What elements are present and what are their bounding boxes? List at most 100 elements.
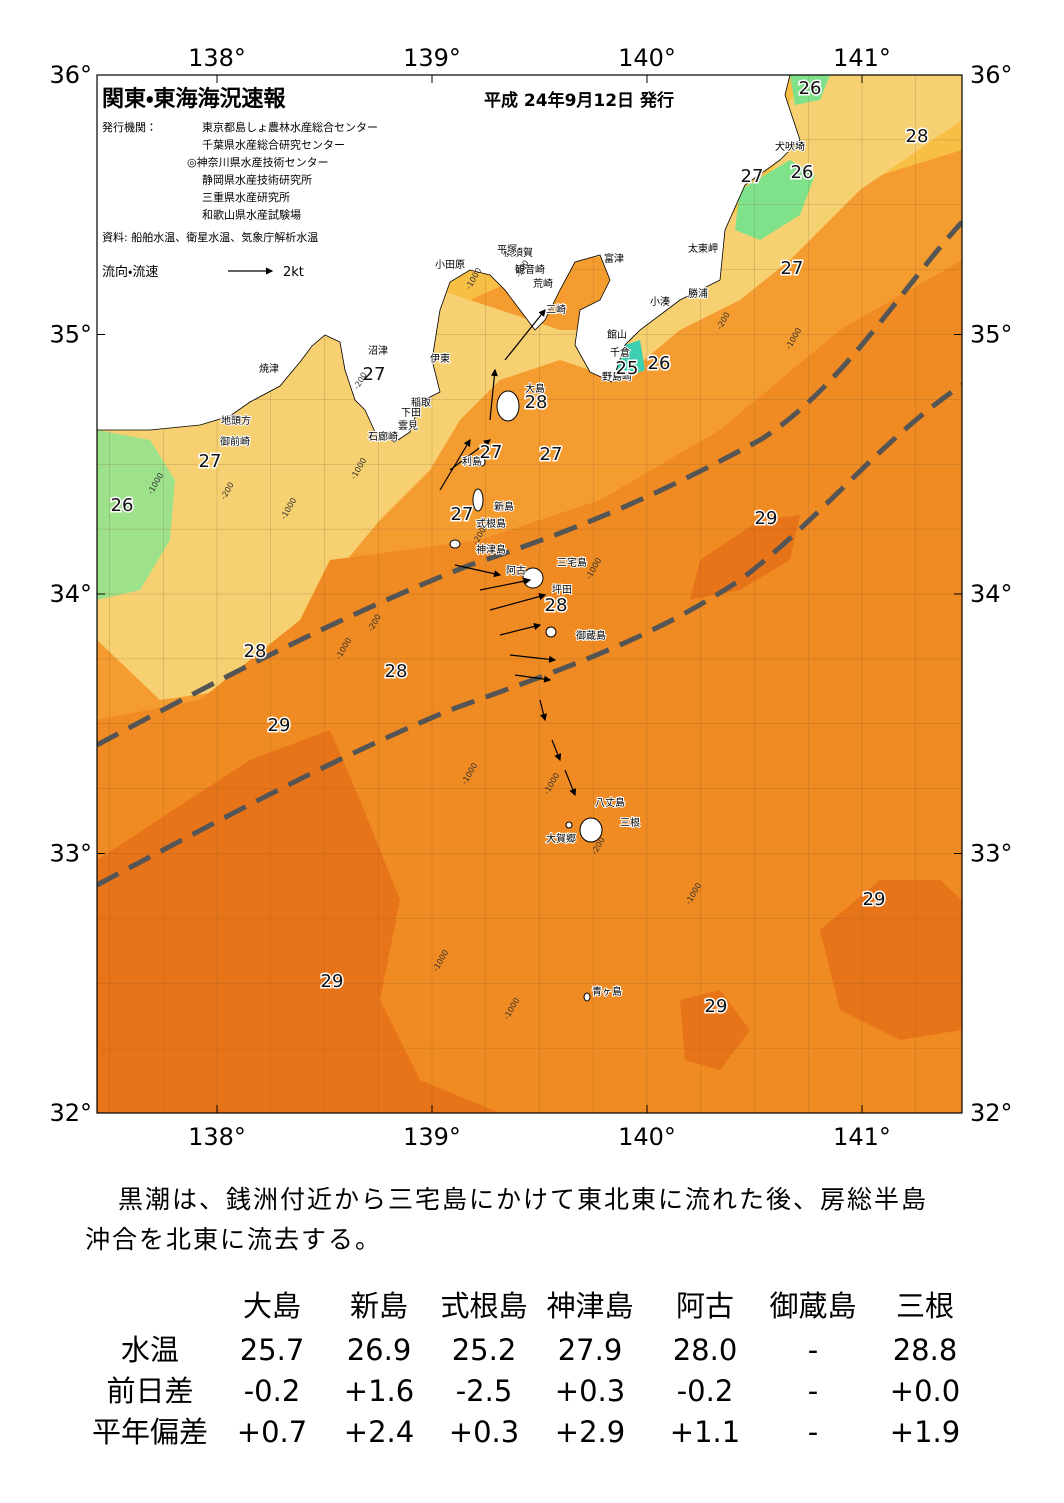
publisher: ◎神奈川県水産技術センター	[187, 155, 329, 169]
publisher: 和歌山県水産試験場	[202, 208, 301, 222]
zone-cold-west	[97, 430, 175, 600]
flow-arrow	[499, 622, 542, 636]
flow-arrow	[439, 438, 471, 491]
table-cell: -	[808, 1374, 818, 1408]
temperature-label: 27	[199, 451, 222, 472]
place-name: 伊東	[430, 352, 450, 365]
place-name: 館山	[607, 328, 627, 341]
place-name: 三根	[620, 816, 640, 829]
place-name: 横須賀	[503, 246, 533, 259]
lat-tick-label: 33°	[49, 840, 92, 868]
flow-arrow	[551, 739, 562, 762]
place-name: 小田原	[435, 259, 465, 271]
table-cell: 28.8	[893, 1333, 958, 1367]
island	[545, 626, 557, 638]
place-name: 下田	[401, 408, 421, 419]
table-row-label: 前日差	[106, 1374, 193, 1408]
table-cell: -2.5	[456, 1374, 513, 1408]
summary-line: 沖合を北東に流去する。	[85, 1225, 382, 1254]
place-name: 小湊	[650, 295, 670, 308]
flow-arrow	[539, 699, 548, 722]
temperature-label: 28	[244, 641, 267, 662]
zone-29-sw	[97, 730, 500, 1113]
temperature-label: 27	[480, 442, 503, 463]
flow-vectors	[439, 309, 577, 797]
lat-tick-label: 34°	[970, 580, 1013, 608]
lat-tick-label: 35°	[970, 321, 1013, 349]
lat-tick-label: 36°	[49, 61, 92, 89]
flow-arrow	[479, 577, 532, 591]
temperature-label: 27	[781, 258, 804, 279]
flow-arrow	[509, 654, 557, 663]
island	[583, 992, 591, 1002]
temperature-label: 29	[863, 889, 886, 910]
lon-tick-label: 140°	[618, 1123, 676, 1151]
legend-speed: 2kt	[283, 265, 304, 280]
lon-tick-label: 141°	[833, 44, 891, 72]
publisher: 東京都島しょ農林水産総合センター	[202, 120, 378, 134]
place-name: 平塚	[497, 244, 517, 256]
land	[97, 75, 801, 443]
island	[449, 539, 461, 549]
flow-arrow	[514, 674, 552, 683]
island	[496, 390, 520, 422]
place-name: 犬吠埼	[775, 140, 805, 153]
lon-tick-label: 140°	[618, 44, 676, 72]
flow-arrow	[504, 309, 546, 361]
flow-arrow	[454, 564, 502, 578]
axes: 138° 138° 139° 139° 140° 140° 141° 141° 36° 36° 35…	[49, 44, 1012, 1151]
flow-arrow	[489, 593, 547, 611]
temperature-label: 29	[321, 971, 344, 992]
temperature-label: 29	[705, 996, 728, 1017]
table-cell: -0.2	[244, 1374, 301, 1408]
lat-tick-label: 36°	[970, 61, 1013, 89]
place-name: 神津島	[476, 543, 506, 556]
lat-tick-label: 32°	[970, 1099, 1013, 1127]
island	[565, 821, 573, 829]
temperature-label: 25	[616, 358, 639, 379]
place-name: 観音崎	[515, 263, 545, 276]
zone-cold-choshi	[735, 160, 815, 240]
zone-29-south	[680, 990, 750, 1070]
temperature-label: 26	[799, 78, 822, 99]
table-cell: +0.0	[890, 1374, 960, 1408]
lon-tick-label: 141°	[833, 1123, 891, 1151]
legend-label: 流向・流速	[102, 264, 158, 280]
flow-arrow	[564, 769, 577, 797]
temperature-label: 28	[906, 126, 929, 147]
lon-tick-label: 138°	[188, 1123, 246, 1151]
place-name: 八丈島	[595, 796, 625, 809]
lon-tick-label: 138°	[188, 44, 246, 72]
zone-cold-north	[790, 75, 830, 105]
data-source: 資料: 船舶水温、衛星水温、気象庁解析水温	[102, 230, 318, 244]
table-cell: +1.6	[344, 1374, 414, 1408]
place-name: 雲見	[398, 420, 418, 432]
place-name: 沼津	[368, 344, 388, 357]
table-cell: +2.4	[344, 1415, 414, 1449]
publisher: 千葉県水産総合研究センター	[202, 138, 345, 152]
place-name: 千倉	[610, 347, 630, 359]
place-name: 荒崎	[533, 277, 553, 290]
kuroshio-north-edge	[97, 220, 962, 748]
table-cell: +0.7	[237, 1415, 307, 1449]
kuroshio-south-edge	[97, 382, 962, 888]
temperature-label: 29	[268, 715, 291, 736]
place-name: 三崎	[546, 303, 566, 316]
table-header: 大島	[243, 1289, 301, 1323]
table-cell: +0.3	[449, 1415, 519, 1449]
temperature-label: 27	[363, 364, 386, 385]
island	[522, 567, 544, 589]
report: 黒潮は、銭洲付近から三宅島にかけて東北東に流れた後、房総半島沖合を北東に流去する…	[85, 1185, 960, 1449]
table-cell: -	[808, 1333, 818, 1367]
publisher: 三重県水産研究所	[202, 190, 290, 204]
place-name: 坪田	[552, 583, 572, 596]
table-header: 阿古	[676, 1289, 734, 1323]
lat-tick-label: 35°	[49, 321, 92, 349]
island	[579, 817, 603, 843]
place-name: 太東岬	[688, 242, 718, 255]
table-row-label: 平年偏差	[92, 1415, 208, 1449]
place-name: 石廊崎	[368, 430, 398, 443]
table-header: 御蔵島	[769, 1289, 856, 1323]
